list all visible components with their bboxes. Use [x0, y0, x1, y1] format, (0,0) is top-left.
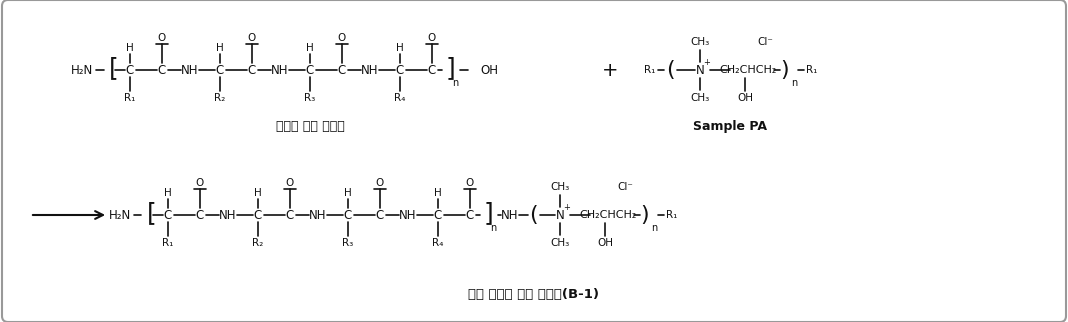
Text: H: H — [344, 188, 351, 198]
Text: [: [ — [109, 56, 119, 80]
Text: C: C — [286, 209, 294, 222]
Text: O: O — [466, 178, 474, 188]
Text: O: O — [286, 178, 294, 188]
Text: C: C — [216, 63, 224, 77]
Text: Cl⁻: Cl⁻ — [757, 37, 773, 47]
Text: ): ) — [781, 60, 789, 80]
Text: (: ( — [665, 60, 674, 80]
Text: O: O — [195, 178, 204, 188]
Text: +: + — [704, 58, 710, 67]
Text: n: n — [650, 223, 657, 233]
Text: R₁: R₁ — [162, 238, 174, 248]
Text: H: H — [254, 188, 262, 198]
Text: H: H — [216, 43, 224, 53]
Text: O: O — [428, 33, 436, 43]
Text: H: H — [307, 43, 314, 53]
Text: CH₂CHCH₂: CH₂CHCH₂ — [720, 65, 776, 75]
Text: H: H — [126, 43, 134, 53]
Text: C: C — [248, 63, 256, 77]
Text: OH: OH — [480, 63, 498, 77]
Text: CH₃: CH₃ — [550, 238, 569, 248]
Text: n: n — [452, 78, 458, 88]
Text: R₁: R₁ — [124, 93, 136, 103]
Text: C: C — [305, 63, 314, 77]
Text: [: [ — [147, 201, 157, 225]
Text: C: C — [195, 209, 204, 222]
Text: ]: ] — [446, 56, 456, 80]
Text: NH: NH — [399, 209, 417, 222]
Text: R₄: R₄ — [433, 238, 443, 248]
Text: R₁: R₁ — [666, 210, 678, 220]
Text: C: C — [158, 63, 167, 77]
Text: C: C — [337, 63, 346, 77]
Text: n: n — [791, 78, 797, 88]
Text: O: O — [158, 33, 167, 43]
Text: NH: NH — [310, 209, 327, 222]
Text: NH: NH — [501, 209, 519, 222]
Text: OH: OH — [737, 93, 753, 103]
Text: +: + — [564, 203, 570, 212]
Text: R₂: R₂ — [252, 238, 264, 248]
Text: R₂: R₂ — [215, 93, 225, 103]
Text: H: H — [434, 188, 442, 198]
Text: C: C — [344, 209, 352, 222]
Text: H: H — [396, 43, 404, 53]
Text: NH: NH — [219, 209, 237, 222]
Text: CH₃: CH₃ — [690, 93, 709, 103]
Text: CH₃: CH₃ — [550, 182, 569, 192]
Text: O: O — [248, 33, 256, 43]
Text: O: O — [337, 33, 346, 43]
Text: H: H — [164, 188, 172, 198]
Text: O: O — [376, 178, 384, 188]
Text: C: C — [434, 209, 442, 222]
Text: CH₂CHCH₂: CH₂CHCH₂ — [579, 210, 637, 220]
Text: H₂N: H₂N — [70, 63, 93, 77]
Text: N: N — [555, 209, 564, 222]
Text: Sample PA: Sample PA — [693, 119, 767, 132]
Text: NH: NH — [361, 63, 379, 77]
Text: C: C — [466, 209, 474, 222]
Text: NH: NH — [182, 63, 199, 77]
Text: ]: ] — [484, 201, 493, 225]
Text: n: n — [490, 223, 497, 233]
Text: C: C — [428, 63, 436, 77]
Text: R₃: R₃ — [304, 93, 316, 103]
Text: OH: OH — [597, 238, 613, 248]
Text: C: C — [163, 209, 172, 222]
Text: NH: NH — [271, 63, 288, 77]
Text: C: C — [126, 63, 135, 77]
Text: R₁: R₁ — [806, 65, 818, 75]
Text: ): ) — [641, 205, 649, 225]
Text: C: C — [396, 63, 404, 77]
Text: (: ( — [529, 205, 537, 225]
Text: 단백질 가수 분해물: 단백질 가수 분해물 — [276, 119, 344, 132]
Text: H₂N: H₂N — [109, 209, 131, 222]
Text: N: N — [695, 63, 705, 77]
Text: C: C — [376, 209, 384, 222]
Text: +: + — [601, 61, 618, 80]
Text: C: C — [254, 209, 262, 222]
Text: Cl⁻: Cl⁻ — [617, 182, 633, 192]
Text: R₄: R₄ — [394, 93, 406, 103]
Text: 변성 단백질 가수 분해물(B-1): 변성 단백질 가수 분해물(B-1) — [469, 289, 599, 301]
Text: R₁: R₁ — [644, 65, 656, 75]
Text: CH₃: CH₃ — [690, 37, 709, 47]
Text: R₃: R₃ — [343, 238, 354, 248]
